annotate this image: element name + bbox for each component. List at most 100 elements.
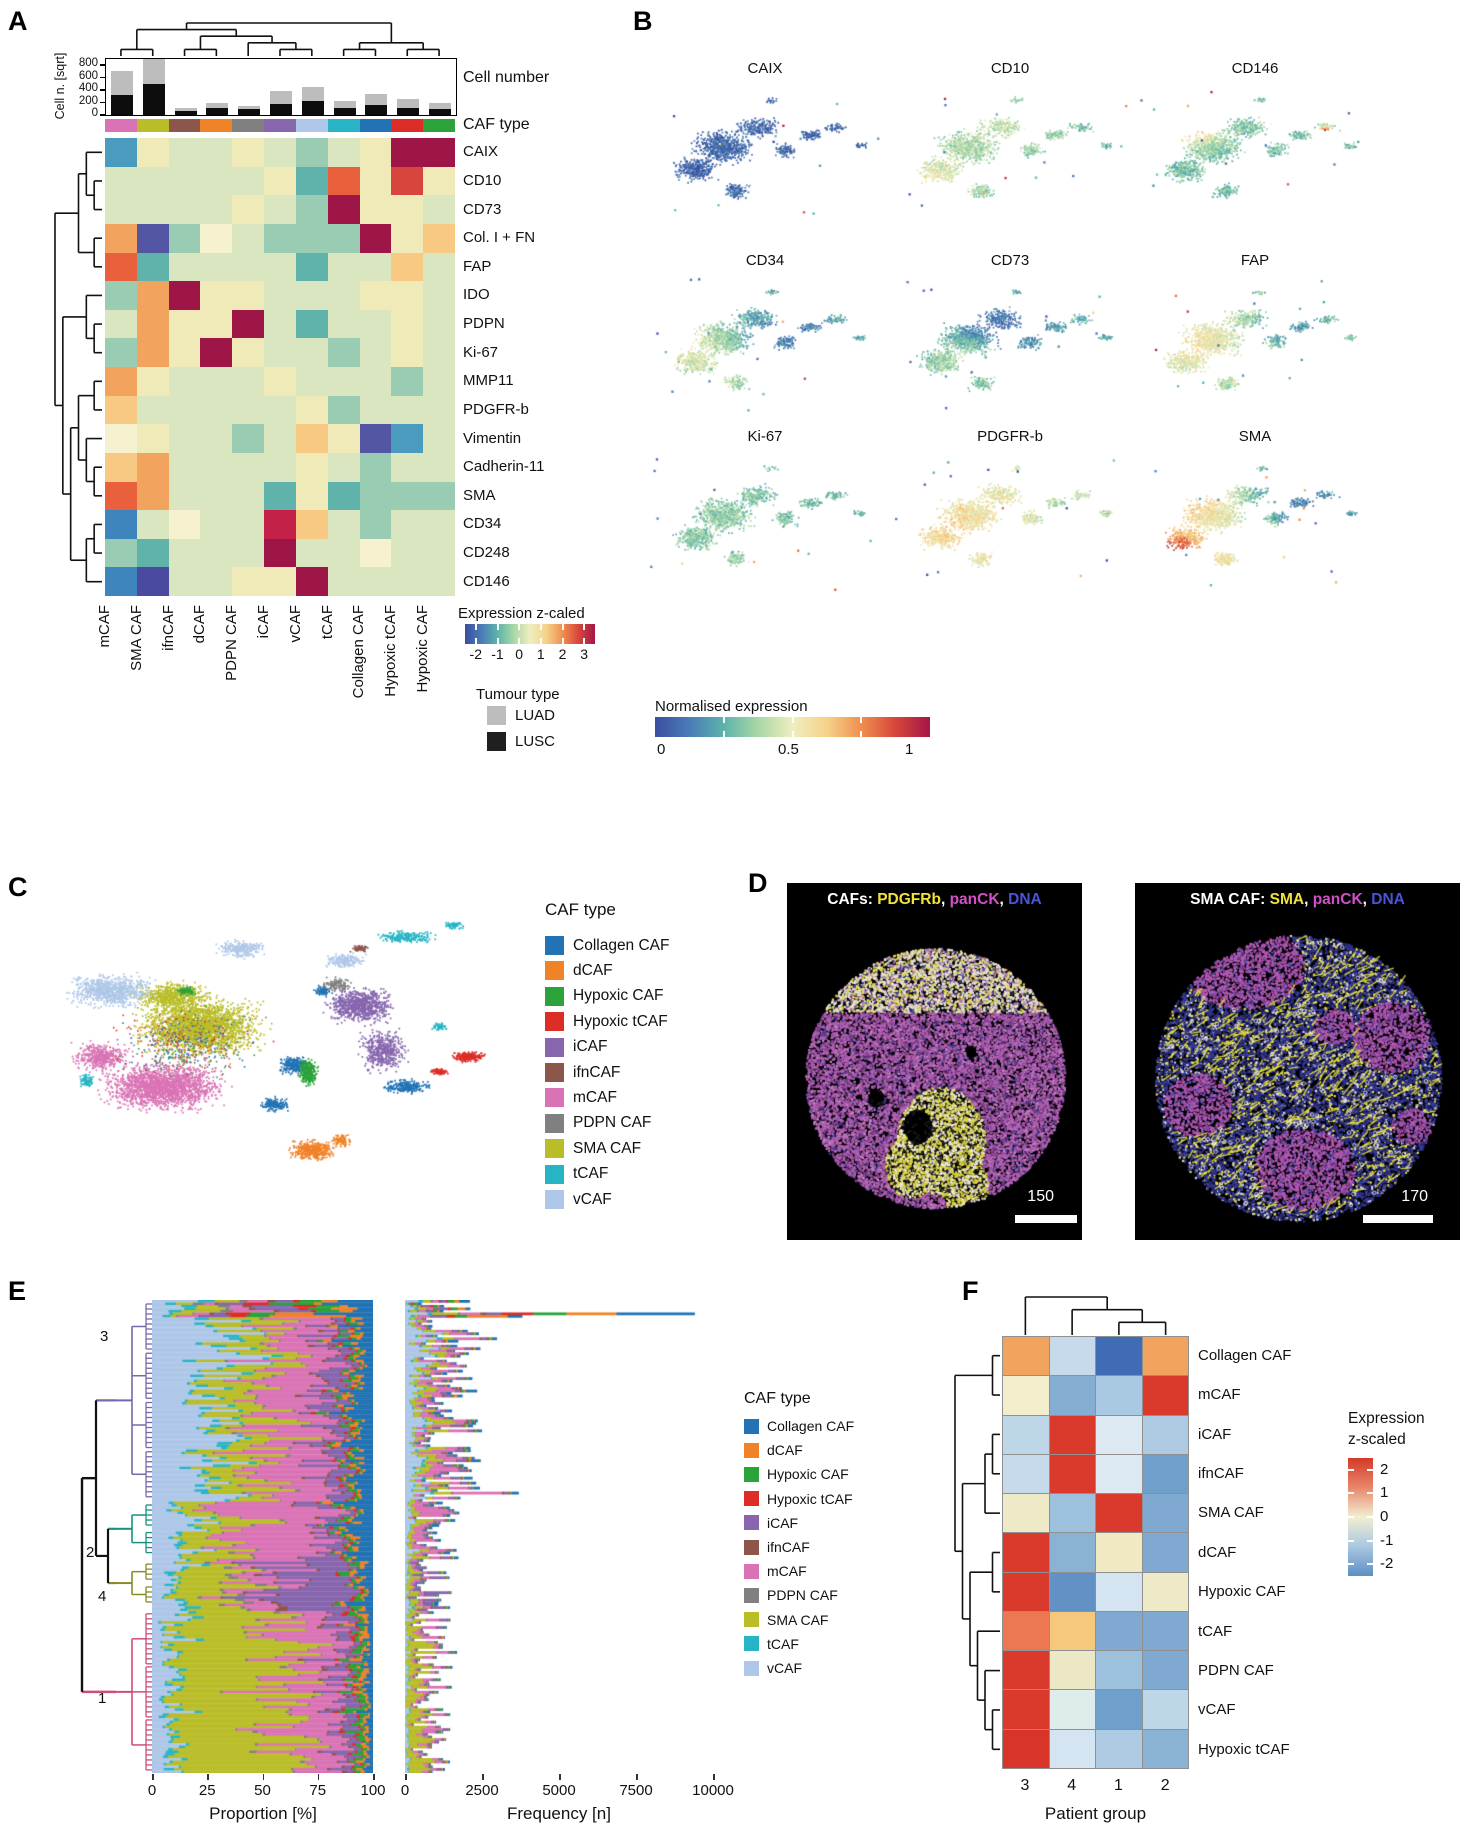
prop-tick-mark bbox=[207, 1774, 209, 1780]
tumour-type-label: LUAD bbox=[515, 707, 556, 724]
caf-legend-item: tCAF bbox=[545, 1164, 608, 1184]
caf-legend-item: ifnCAF bbox=[545, 1063, 620, 1082]
caf-strip-segment bbox=[359, 119, 392, 132]
heatmap-cell bbox=[200, 538, 233, 568]
heatmap-cell bbox=[105, 252, 137, 282]
heatmap-cell bbox=[168, 309, 201, 339]
heatmap-cell bbox=[232, 281, 265, 310]
heatmap-cell bbox=[105, 395, 137, 425]
umap-panel-title: CD146 bbox=[1231, 60, 1279, 77]
heatmap-cell bbox=[264, 166, 296, 196]
heatmap-cell bbox=[200, 195, 233, 224]
bar-ytick-mark bbox=[100, 64, 105, 66]
heatmap-cell bbox=[105, 538, 137, 568]
bar-lusc bbox=[110, 95, 133, 115]
tissue-image-title: SMA CAF: SMA, panCK, DNA bbox=[1135, 891, 1460, 909]
heatmap-cell bbox=[423, 367, 455, 396]
umap-panel-title: CAIX bbox=[747, 60, 783, 77]
heatmap-cell bbox=[200, 281, 233, 310]
heatmap-cell bbox=[327, 481, 360, 511]
patient-heatmap-cell bbox=[1142, 1337, 1188, 1376]
heatmap-cell bbox=[136, 510, 169, 539]
tissue-title-part: SMA bbox=[1269, 891, 1305, 908]
caf-legend-label: Hypoxic tCAF bbox=[767, 1490, 853, 1507]
umap-canvas bbox=[885, 273, 1135, 425]
marker-row-label: MMP11 bbox=[463, 372, 514, 390]
patient-heatmap-row-label: PDPN CAF bbox=[1198, 1661, 1274, 1679]
colorbar-dash bbox=[583, 624, 586, 630]
caf-legend-label: dCAF bbox=[767, 1442, 803, 1459]
caf-strip-segment bbox=[264, 119, 296, 132]
heatmap-cell bbox=[168, 338, 201, 367]
patient-heatmap-cell bbox=[1142, 1415, 1188, 1454]
umap-panel-cd34: CD34 bbox=[640, 252, 890, 432]
umap-panel-title: FAP bbox=[1240, 252, 1270, 269]
umap-canvas bbox=[640, 273, 890, 425]
heatmap-cell bbox=[327, 338, 360, 367]
colorbar-dash bbox=[722, 717, 725, 723]
heatmap-cell bbox=[264, 281, 296, 310]
colorbar-dash bbox=[1367, 1539, 1373, 1542]
prop-tick-mark bbox=[152, 1774, 154, 1780]
umap-panel-title: PDGFR-b bbox=[977, 428, 1043, 445]
marker-row-label: PDGFR-b bbox=[463, 400, 529, 418]
caf-legend-swatch bbox=[545, 1063, 564, 1082]
proportion-stacked-bars bbox=[152, 1300, 373, 1773]
heatmap-cell bbox=[359, 424, 392, 453]
heatmap-cell bbox=[232, 166, 265, 196]
heatmap-cell bbox=[391, 567, 424, 596]
heatmap-cell bbox=[295, 538, 328, 568]
patient-heatmap-cell bbox=[1096, 1690, 1142, 1729]
marker-row-label: Ki-67 bbox=[463, 343, 499, 361]
heatmap-cell bbox=[200, 252, 233, 282]
heatmap-cell bbox=[136, 424, 169, 453]
patient-group-col-label: 1 bbox=[1114, 1777, 1123, 1794]
patient-heatmap-cell bbox=[1142, 1376, 1188, 1415]
freq-tick-mark bbox=[713, 1774, 715, 1780]
heatmap-cell bbox=[200, 424, 233, 453]
caf-type-umap bbox=[30, 900, 500, 1200]
normalised-tick-label: 1 bbox=[905, 741, 914, 758]
heatmap-cell bbox=[391, 452, 424, 482]
caf-legend-item: Hypoxic tCAF bbox=[744, 1491, 853, 1507]
heatmap-cell bbox=[136, 223, 169, 253]
cell-number-barchart bbox=[105, 58, 457, 116]
heatmap-cell bbox=[105, 367, 137, 396]
bar-ytick-label: 600 bbox=[78, 69, 98, 82]
tumour-type-swatch bbox=[487, 706, 506, 725]
tumour-type-swatch bbox=[487, 732, 506, 751]
heatmap-cell bbox=[327, 395, 360, 425]
expression-colorbar bbox=[465, 624, 595, 644]
patient-heatmap-cell bbox=[1142, 1454, 1188, 1494]
heatmap-cell bbox=[327, 510, 360, 539]
caf-legend-swatch bbox=[744, 1636, 759, 1652]
patient-heatmap-cell bbox=[1142, 1651, 1188, 1690]
heatmap-cell bbox=[264, 395, 296, 425]
caf-legend-label: vCAF bbox=[573, 1190, 612, 1208]
heatmap-cell bbox=[232, 424, 265, 453]
heatmap-cell bbox=[232, 138, 265, 167]
heatmap-cell bbox=[168, 567, 201, 596]
heatmap-cell bbox=[232, 195, 265, 224]
heatmap-cell bbox=[295, 367, 328, 396]
bar-lusc bbox=[365, 105, 388, 115]
prop-tick-label: 50 bbox=[254, 1782, 271, 1799]
caf-legend-swatch bbox=[545, 1190, 564, 1209]
caf-legend-label: vCAF bbox=[767, 1660, 802, 1676]
caf-strip-segment bbox=[327, 119, 360, 132]
panel-label-e: E bbox=[8, 1276, 27, 1306]
bar-luad bbox=[238, 105, 261, 110]
heatmap-cell bbox=[391, 223, 424, 253]
patient-heatmap-cell bbox=[1096, 1415, 1142, 1454]
heatmap-cell bbox=[105, 195, 137, 224]
heatmap-cell bbox=[232, 567, 265, 596]
heatmap-cell bbox=[391, 367, 424, 396]
freq-tick-mark bbox=[482, 1774, 484, 1780]
heatmap-cell bbox=[168, 367, 201, 396]
colorbar-dash bbox=[518, 624, 521, 630]
heatmap-cell bbox=[105, 338, 137, 367]
caf-legend-swatch bbox=[545, 1012, 564, 1032]
heatmap-cell bbox=[200, 166, 233, 196]
heatmap-cell bbox=[264, 538, 296, 568]
